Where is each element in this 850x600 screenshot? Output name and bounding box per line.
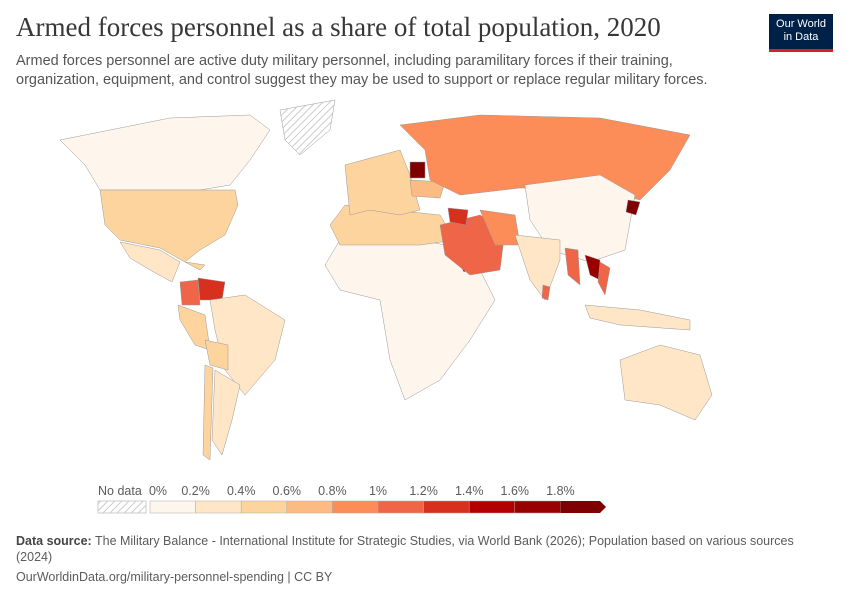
legend-tick: 1% — [369, 484, 387, 498]
no-data-swatch — [97, 500, 147, 514]
legend-tick: 0.8% — [318, 484, 347, 498]
legend-tick: 1.6% — [501, 484, 530, 498]
legend-bin-6 — [423, 500, 470, 514]
legend-tick: 0.4% — [227, 484, 256, 498]
legend-tick: 0.6% — [273, 484, 302, 498]
region-india[interactable] — [514, 234, 561, 301]
legend-tick: 0.2% — [181, 484, 210, 498]
region-belarus[interactable] — [409, 161, 426, 179]
legend-bin-2 — [240, 500, 288, 514]
legend-bin-4 — [332, 500, 379, 514]
region-north-korea[interactable] — [625, 199, 641, 216]
legend-tick: 1.4% — [455, 484, 484, 498]
source-url[interactable]: OurWorldinData.org/military-personnel-sp… — [16, 570, 333, 584]
region-canada[interactable] — [59, 114, 271, 191]
region-indonesia[interactable] — [584, 304, 691, 331]
region-cuba[interactable] — [184, 261, 206, 271]
region-australia[interactable] — [619, 344, 713, 421]
region-vietnam[interactable] — [597, 261, 611, 296]
owid-logo[interactable]: Our World in Data — [769, 14, 833, 52]
region-united-states[interactable] — [99, 189, 239, 263]
region-syria[interactable] — [447, 207, 469, 226]
region-peru[interactable] — [177, 304, 211, 351]
region-argentina[interactable] — [211, 369, 241, 456]
region-sri-lanka[interactable] — [541, 284, 551, 301]
logo-line1: Our World — [776, 18, 826, 30]
region-mexico[interactable] — [119, 241, 181, 283]
legend-bin-5 — [377, 500, 424, 514]
region-greenland[interactable] — [279, 99, 336, 156]
legend-tick: 0% — [149, 484, 167, 498]
data-source: Data source: The Military Balance - Inte… — [16, 533, 816, 565]
legend-bin-8 — [514, 500, 561, 514]
region-brazil[interactable] — [209, 294, 286, 396]
region-chile[interactable] — [202, 364, 214, 461]
legend-bin-3 — [286, 500, 333, 514]
legend-tick: 1.2% — [409, 484, 438, 498]
source-text: The Military Balance - International Ins… — [16, 534, 794, 564]
no-data-label: No data — [98, 484, 142, 498]
legend-bin-9 — [560, 501, 606, 513]
legend-bin-0 — [149, 500, 196, 514]
chart-subtitle: Armed forces personnel are active duty m… — [16, 53, 708, 88]
region-myanmar[interactable] — [564, 247, 581, 286]
region-north-africa[interactable] — [329, 204, 456, 246]
legend-tick: 1.8% — [546, 484, 575, 498]
chart-title: Armed forces personnel as a share of tot… — [16, 12, 661, 42]
source-label: Data source: — [16, 534, 92, 548]
region-europe[interactable] — [344, 149, 421, 216]
legend-bin-7 — [468, 500, 516, 514]
logo-line2: in Data — [783, 31, 819, 43]
region-venezuela[interactable] — [197, 277, 226, 301]
region-colombia[interactable] — [179, 279, 201, 306]
region-bolivia[interactable] — [204, 339, 229, 371]
legend-bin-1 — [195, 500, 242, 514]
